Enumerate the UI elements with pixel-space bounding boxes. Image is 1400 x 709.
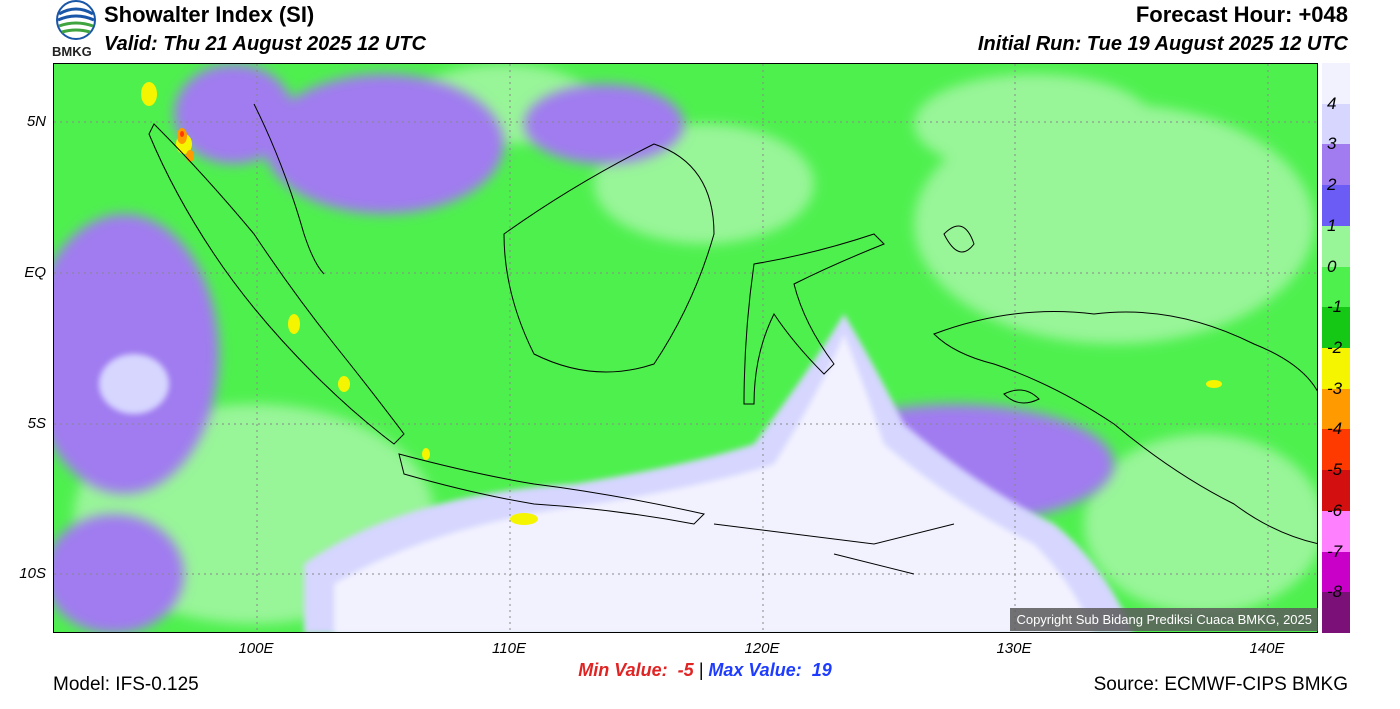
lon-label-140e: 140E	[1249, 640, 1285, 657]
max-label: Max Value:	[708, 660, 802, 680]
colorbar-segment	[1322, 429, 1350, 471]
lat-label-10s: 10S	[19, 565, 46, 582]
colorbar-segment	[1322, 592, 1350, 634]
lon-label-130e: 130E	[996, 640, 1032, 657]
colorbar-label: -8	[1327, 582, 1343, 602]
colorbar-segment	[1322, 144, 1350, 186]
colorbar-label: 1	[1327, 215, 1337, 235]
colorbar-label: 2	[1327, 175, 1337, 195]
chart-title: Showalter Index (SI)	[104, 2, 315, 27]
colorbar-segment	[1322, 388, 1350, 430]
coastlines	[148, 103, 1317, 575]
colorbar-label: -2	[1327, 338, 1343, 357]
colorbar-label: 3	[1327, 134, 1337, 154]
lon-label-100e: 100E	[238, 640, 274, 657]
colorbar-label: -4	[1327, 419, 1343, 439]
colorbar-label: 0	[1327, 256, 1337, 276]
lon-label-110e: 110E	[492, 640, 526, 657]
lon-label-120e: 120E	[744, 640, 780, 657]
max-number: 19	[811, 660, 832, 680]
map-canvas	[54, 64, 1317, 632]
min-max-separator: |	[698, 660, 704, 680]
colorbar-segment	[1322, 266, 1350, 308]
colorbar-segment	[1322, 551, 1350, 593]
min-value: Min Value: -5	[578, 660, 698, 680]
model-label: Model: IFS-0.125	[53, 674, 199, 695]
colorbar-segment	[1322, 185, 1350, 227]
colorbar-segment	[1322, 103, 1350, 145]
source-label: Source: ECMWF-CIPS BMKG	[1093, 674, 1348, 695]
colorbar-segment	[1322, 225, 1350, 268]
colorbar-label: -5	[1327, 460, 1343, 480]
colorbar-segment	[1322, 470, 1350, 512]
min-number: -5	[677, 660, 694, 680]
copyright-notice: Copyright Sub Bidang Prediksi Cuaca BMKG…	[1010, 608, 1318, 631]
colorbar-label: 4	[1327, 93, 1337, 113]
colorbar-segment	[1322, 510, 1350, 553]
showalter-index-map	[53, 63, 1318, 633]
bmkg-logo-icon: BMKG	[50, 0, 102, 60]
colorbar	[1322, 63, 1350, 634]
initial-run: Initial Run: Tue 19 August 2025 12 UTC	[977, 33, 1348, 55]
lat-label-eq: EQ	[24, 264, 46, 281]
lat-label-5s: 5S	[27, 415, 46, 432]
logo-text: BMKG	[52, 44, 92, 59]
colorbar-segment	[1322, 307, 1350, 349]
colorbar-label: -6	[1327, 500, 1343, 520]
min-label: Min Value:	[578, 660, 668, 680]
colorbar-segment	[1322, 348, 1350, 390]
forecast-hour: Forecast Hour: +048	[1135, 2, 1348, 27]
valid-time: Valid: Thu 21 August 2025 12 UTC	[104, 33, 426, 55]
colorbar-label: -7	[1327, 541, 1343, 561]
max-value: Max Value: 19	[708, 660, 831, 680]
colorbar-label: -3	[1327, 378, 1343, 398]
lat-label-5n: 5N	[26, 113, 46, 130]
colorbar-label: -1	[1327, 297, 1343, 317]
min-max-values: Min Value: -5 | Max Value: 19	[0, 660, 1400, 681]
colorbar-segment	[1322, 63, 1350, 105]
